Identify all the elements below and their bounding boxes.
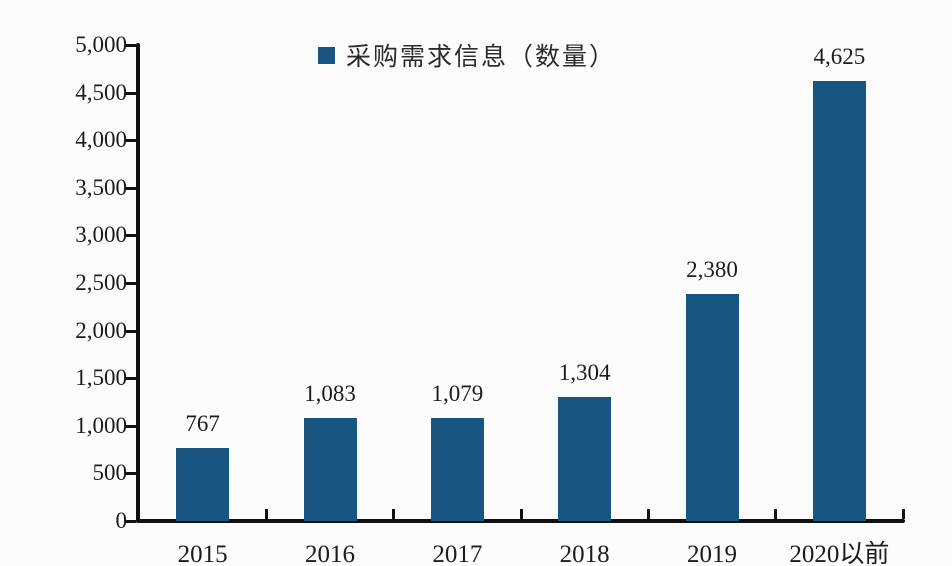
value-label: 1,304 (558, 359, 611, 385)
x-tick-label-2015: 2015 (177, 541, 228, 566)
y-tick-mark (126, 377, 136, 381)
x-tick-label-2017: 2017 (432, 541, 483, 566)
value-label: 767 (185, 410, 220, 436)
x-tick-label-2016: 2016 (305, 541, 355, 566)
y-tick-mark (126, 91, 136, 95)
y-tick-label: 1,500 (75, 365, 127, 391)
bar-2020以前 (812, 80, 866, 521)
x-tick-mark (774, 509, 778, 519)
y-tick-label: 500 (92, 460, 128, 486)
x-tick-label-2018: 2018 (559, 541, 610, 566)
value-label: 4,625 (813, 43, 866, 69)
x-axis-line (136, 519, 905, 523)
y-tick-label: 4,500 (75, 79, 127, 105)
y-tick-label: 3,000 (75, 222, 127, 248)
y-tick-mark (126, 329, 136, 333)
y-axis-line (136, 43, 140, 523)
x-tick-label-2019: 2019 (687, 541, 737, 566)
legend-label: 采购需求信息（数量） (346, 44, 617, 71)
y-tick-mark (126, 139, 136, 143)
x-tick-mark (264, 509, 268, 519)
y-tick-label: 2,500 (75, 270, 127, 295)
bar-2019 (685, 294, 739, 521)
x-tick-mark (901, 509, 905, 519)
bar-2018 (558, 396, 612, 521)
value-label: 1,083 (304, 380, 356, 406)
x-tick-mark (392, 509, 396, 519)
bar-2015 (176, 447, 230, 521)
y-tick-mark (126, 44, 136, 47)
legend: 采购需求信息（数量） (318, 37, 616, 73)
x-tick-mark (646, 509, 650, 519)
y-tick-mark (126, 520, 136, 523)
y-tick-label: 3,500 (75, 174, 127, 200)
y-tick-label: 2,000 (75, 317, 127, 343)
y-tick-label: 4,000 (75, 127, 127, 153)
x-tick-label-2020以前: 2020以前 (789, 541, 890, 566)
bar-2016 (303, 417, 357, 521)
y-tick-mark (126, 186, 136, 190)
y-tick-mark (126, 234, 136, 238)
y-tick-mark (126, 424, 136, 428)
legend-swatch-icon (318, 46, 335, 64)
y-tick-label: 5,000 (75, 32, 127, 57)
bar-2017 (430, 418, 484, 521)
y-tick-label: 1,000 (75, 412, 127, 438)
y-tick-mark (126, 472, 136, 476)
y-tick-label: 0 (115, 508, 128, 533)
y-tick-mark (126, 282, 136, 285)
value-label: 2,380 (686, 257, 738, 283)
value-label: 1,079 (431, 381, 484, 407)
x-tick-mark (519, 509, 523, 519)
